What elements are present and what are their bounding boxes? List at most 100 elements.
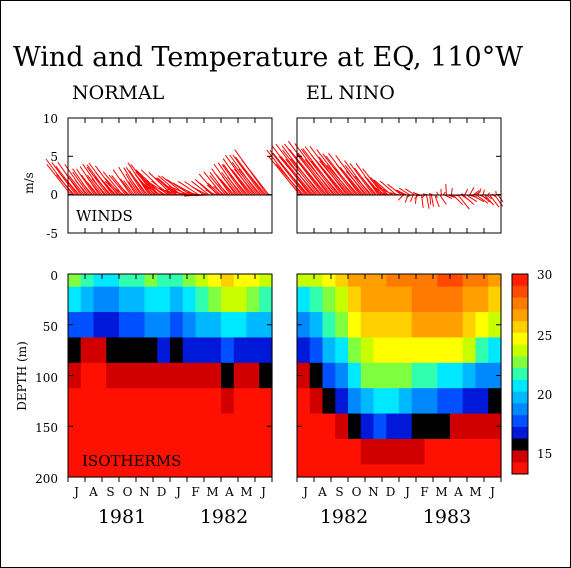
wind-stick (452, 194, 464, 206)
wind-stick (207, 182, 222, 196)
heatmap-cell (386, 413, 400, 440)
heatmap-cell (437, 464, 451, 478)
wind-stick (379, 187, 394, 196)
colorbar-tick: 25 (537, 329, 552, 343)
heatmap-cell (297, 388, 311, 415)
wind-stick (227, 176, 243, 196)
wind-stick (238, 168, 262, 196)
winds-ytick: 10 (43, 112, 58, 126)
wind-stick (268, 156, 301, 196)
heatmap-cell (297, 362, 311, 389)
winds-label: WINDS (76, 207, 133, 225)
heatmap-cell (411, 464, 426, 478)
heatmap-cell (462, 286, 477, 313)
heatmap-cell (411, 274, 426, 288)
heatmap-cell (424, 286, 438, 313)
heatmap-cell (322, 438, 336, 465)
heatmap-cell (437, 274, 451, 288)
heatmap-cell (309, 274, 324, 288)
wind-stick (450, 187, 453, 196)
heatmap-cell (182, 464, 197, 478)
heatmap-cell (80, 464, 95, 478)
heatmap-cell (93, 388, 107, 415)
winds-ylabel: m/s (22, 172, 36, 194)
month-label: O (352, 485, 362, 499)
heatmap-cell (131, 362, 146, 389)
wind-stick (285, 158, 317, 196)
chart-title: Wind and Temperature at EQ, 110°W (13, 42, 523, 73)
wind-stick (486, 194, 492, 200)
wind-stick (361, 177, 377, 196)
wind-stick (318, 156, 351, 196)
heatmap-cell (322, 312, 336, 339)
heatmap-cell (259, 464, 273, 478)
wind-stick (218, 183, 230, 196)
heatmap-cell (462, 274, 477, 288)
wind-stick (310, 160, 341, 196)
wind-stick (65, 173, 83, 196)
heatmap-cell (462, 337, 477, 364)
heatmap-cell (450, 438, 464, 465)
heatmap-cell (462, 312, 477, 339)
wind-stick (410, 194, 414, 202)
heatmap-cell (322, 388, 336, 415)
wind-stick (297, 152, 332, 196)
colorbar-swatch (512, 426, 528, 440)
heatmap-cell (309, 312, 324, 339)
heatmap-cell (373, 312, 387, 339)
month-label: A (317, 485, 327, 499)
month-label: J (488, 485, 495, 499)
heatmap-cell (93, 413, 107, 440)
wind-stick (232, 154, 263, 196)
heatmap-cell (335, 286, 349, 313)
wind-stick (275, 143, 316, 196)
heatmap-cell (335, 362, 349, 389)
normal-year-2: 1982 (200, 506, 248, 528)
wind-stick (213, 185, 225, 196)
depth-ytick: 0 (50, 269, 58, 283)
wind-stick (76, 168, 95, 196)
wind-stick (421, 194, 424, 208)
heatmap-cell (182, 337, 197, 364)
heatmap-cell (488, 274, 502, 288)
colorbar-swatch (512, 415, 528, 428)
heatmap-cell (68, 286, 82, 313)
heatmap-cell (399, 362, 413, 389)
wind-stick (120, 178, 133, 196)
heatmap-cell (182, 274, 197, 288)
wind-stick (139, 180, 157, 196)
heatmap-cell (259, 388, 273, 415)
heatmap-cell (106, 312, 120, 339)
wind-stick (155, 177, 177, 196)
heatmap-cell (195, 388, 209, 415)
wind-stick (87, 174, 103, 196)
heatmap-cell (80, 274, 95, 288)
axis-ticks (67, 117, 502, 482)
heatmap-cell (259, 413, 273, 440)
heatmap-cell (475, 274, 489, 288)
depth-ytick: 200 (35, 472, 58, 486)
colorbar-swatch (512, 332, 528, 345)
heatmap-cell (348, 464, 362, 478)
heatmap-cell (373, 464, 387, 478)
wind-stick (150, 183, 170, 196)
heatmap-cell (144, 388, 158, 415)
wind-stick (123, 167, 142, 196)
wind-stick (344, 160, 371, 196)
heatmap-cell (450, 413, 464, 440)
heatmap-cell (462, 438, 477, 465)
heatmap-cell (437, 286, 451, 313)
wind-stick (86, 181, 98, 196)
heatmap-cell (348, 286, 362, 313)
month-label: N (139, 485, 150, 499)
wind-stick (230, 174, 248, 196)
wind-stick (333, 167, 359, 196)
heatmap-cell (373, 362, 387, 389)
wind-stick (335, 163, 362, 196)
wind-stick (68, 175, 85, 196)
wind-stick (436, 191, 439, 196)
heatmap-cell (309, 337, 324, 364)
wind-stick (100, 178, 117, 196)
wind-stick (335, 155, 366, 196)
depth-yticks: 0 50 100 150 200 (35, 269, 58, 486)
